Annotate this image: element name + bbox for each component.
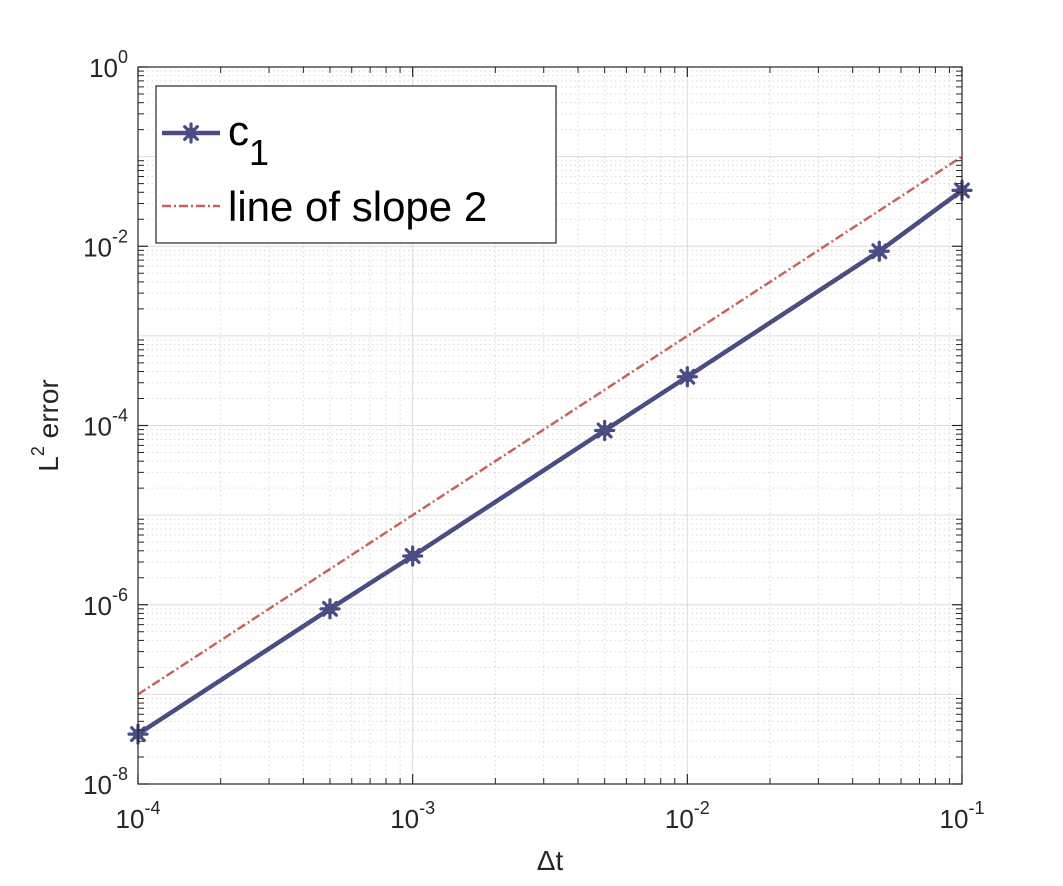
slope-2-reference-line	[137, 155, 963, 696]
y-axis-label-sup: 2	[28, 446, 48, 456]
y-axis-label: L2 error	[28, 379, 64, 472]
legend: c1 line of slope 2	[155, 85, 557, 244]
x-tick-label-base: 10	[665, 804, 694, 834]
y-tick-label: 100	[89, 47, 128, 83]
y-tick-label: 10-2	[83, 226, 128, 262]
y-tick-label-base: 10	[83, 770, 112, 800]
c1-data-point-marker	[594, 419, 616, 442]
y-tick-label-base: 10	[83, 412, 112, 442]
y-tick-label: 10-6	[83, 585, 128, 621]
y-tick-label: 10-4	[83, 406, 128, 442]
axis-ticks	[137, 66, 963, 785]
y-tick-label-exp: -6	[112, 585, 128, 605]
c1-data-point-marker	[868, 240, 890, 262]
x-tick-label-exp: -4	[144, 798, 160, 818]
x-tick-labels: 10-4 10-3 10-2 10-1	[116, 798, 985, 834]
x-tick-label: 10-1	[940, 798, 985, 834]
legend-c1-marker-star	[180, 122, 202, 144]
legend-label-c1: c1	[228, 107, 269, 173]
legend-items: c1 line of slope 2	[162, 107, 487, 230]
x-tick-label-base: 10	[116, 804, 145, 834]
y-tick-label-base: 10	[83, 591, 112, 621]
y-tick-label-exp: -2	[112, 226, 128, 246]
x-tick-label-exp: -1	[968, 798, 984, 818]
y-tick-label-exp: -4	[112, 406, 128, 426]
y-tick-label-exp: -8	[112, 764, 128, 784]
x-tick-label-exp: -3	[419, 798, 435, 818]
c1-data-point-marker	[402, 545, 424, 567]
y-axis-label-rest: error	[33, 379, 64, 446]
x-axis-label: Δt	[537, 845, 564, 876]
legend-box	[155, 85, 557, 244]
legend-label-c1-sub: 1	[249, 132, 269, 173]
legend-label-slope: line of slope 2	[228, 183, 487, 230]
x-tick-label-exp: -2	[694, 798, 710, 818]
x-tick-label: 10-3	[390, 798, 435, 834]
x-tick-label-base: 10	[390, 804, 419, 834]
c1-data-point-marker	[676, 366, 698, 388]
y-tick-label-base: 10	[83, 232, 112, 262]
x-tick-label: 10-2	[665, 798, 710, 834]
x-tick-label-base: 10	[940, 804, 969, 834]
x-tick-label: 10-4	[116, 798, 161, 834]
y-tick-label-exp: 0	[118, 47, 128, 67]
y-axis-label-base: L	[33, 456, 64, 472]
y-tick-label-base: 10	[89, 53, 118, 83]
c1-data-point-marker	[319, 598, 341, 620]
y-tick-label: 10-8	[83, 764, 128, 800]
legend-label-c1-base: c	[228, 107, 249, 154]
